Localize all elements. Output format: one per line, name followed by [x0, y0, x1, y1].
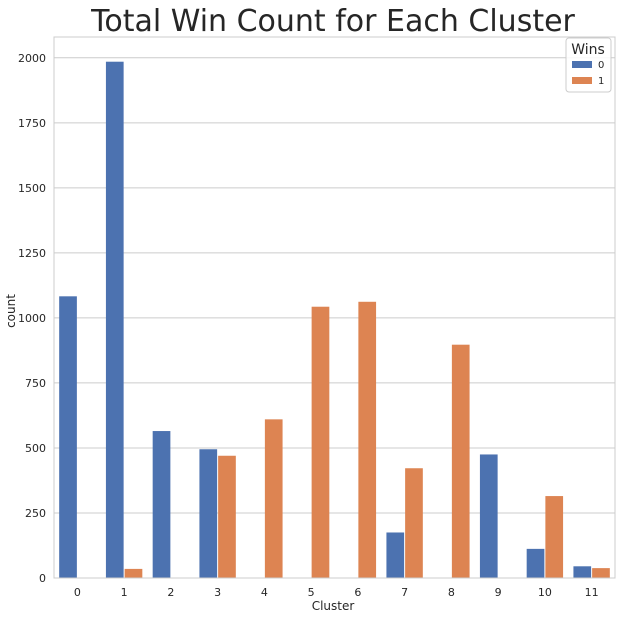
legend-swatch-0: [572, 61, 592, 68]
bar-cluster-9-wins-0: [479, 454, 498, 578]
y-tick-label: 1500: [18, 182, 46, 195]
x-tick-label: 9: [495, 586, 502, 599]
x-tick-label: 8: [448, 586, 455, 599]
x-tick-label: 10: [538, 586, 552, 599]
legend-swatch-1: [572, 77, 592, 84]
bar-cluster-4-wins-1: [264, 419, 283, 578]
x-tick-label: 2: [167, 586, 174, 599]
bar-cluster-5-wins-1: [311, 306, 330, 578]
bar-cluster-7-wins-1: [405, 468, 423, 578]
x-tick-label: 6: [354, 586, 361, 599]
x-tick-label: 0: [74, 586, 81, 599]
y-tick-label: 250: [25, 507, 46, 520]
y-tick-label: 1000: [18, 312, 46, 325]
bar-cluster-10-wins-0: [526, 548, 545, 578]
x-tick-label: 11: [585, 586, 599, 599]
x-tick-label: 1: [121, 586, 128, 599]
bar-cluster-8-wins-1: [451, 344, 470, 578]
bar-cluster-2-wins-0: [152, 431, 171, 578]
y-tick-label: 0: [39, 572, 46, 585]
y-axis-label: count: [4, 294, 18, 328]
legend-label-0: 0: [598, 60, 604, 71]
y-tick-label: 500: [25, 442, 46, 455]
bar-cluster-11-wins-0: [573, 566, 592, 578]
y-tick-label: 2000: [18, 52, 46, 65]
bars: [59, 61, 610, 579]
y-tick-labels: 0 250 500 750 1000 1250 1500 1750 2000: [18, 52, 46, 585]
plot-frame: [53, 36, 616, 579]
legend-label-1: 1: [598, 76, 604, 87]
x-tick-label: 3: [214, 586, 221, 599]
x-axis-label: Cluster: [312, 599, 355, 613]
x-tick-label: 5: [308, 586, 315, 599]
y-tick-label: 750: [25, 377, 46, 390]
chart-title: Total Win Count for Each Cluster: [90, 4, 575, 39]
bar-cluster-1-wins-0: [105, 61, 124, 579]
y-gridlines: [54, 57, 615, 579]
bar-cluster-3-wins-1: [218, 455, 236, 578]
bar-cluster-3-wins-0: [199, 449, 218, 578]
bar-cluster-0-wins-0: [59, 296, 77, 578]
y-tick-label: 1250: [18, 247, 46, 260]
bar-cluster-6-wins-1: [358, 301, 377, 578]
y-tick-label: 1750: [18, 117, 46, 130]
bar-cluster-11-wins-1: [592, 568, 610, 578]
x-tick-label: 4: [261, 586, 268, 599]
legend-title: Wins: [571, 42, 605, 58]
bar-cluster-1-wins-1: [124, 568, 143, 578]
bar-cluster-7-wins-0: [386, 532, 405, 578]
bar-cluster-10-wins-1: [545, 496, 564, 578]
legend: Wins 0 1: [565, 37, 612, 93]
x-tick-label: 7: [401, 586, 408, 599]
x-tick-labels: 0 1 2 3 4 5 6 7 8 9 10 11: [74, 586, 599, 599]
